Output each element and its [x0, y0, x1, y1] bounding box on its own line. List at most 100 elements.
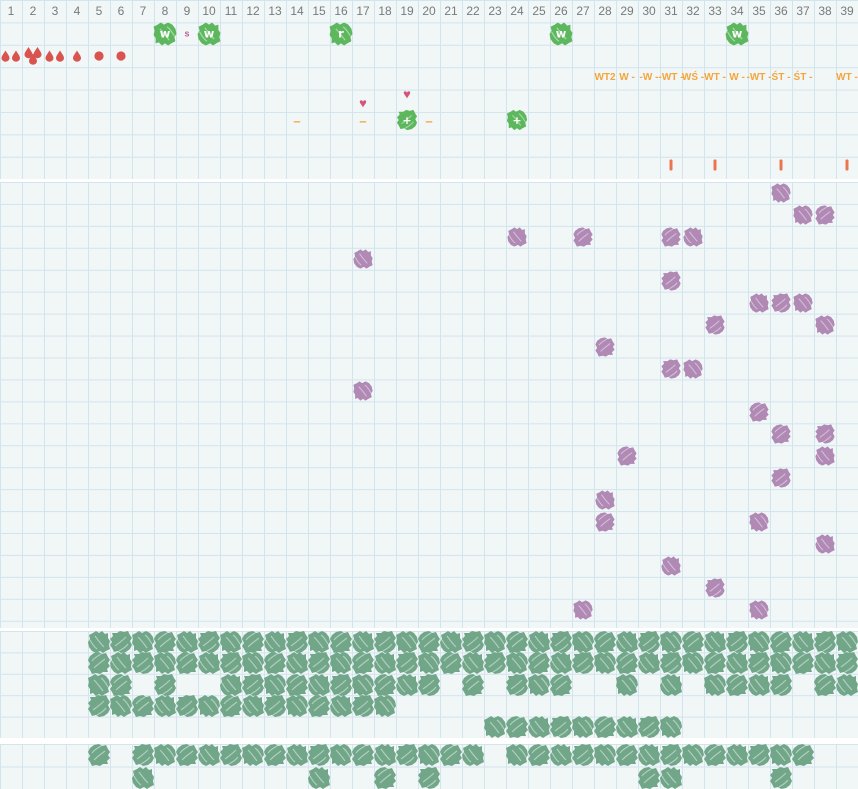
green-mark[interactable]: [439, 651, 463, 675]
purple-mark[interactable]: [573, 600, 594, 621]
green-mark[interactable]: [307, 743, 331, 767]
heart-icon[interactable]: ♥: [403, 86, 411, 102]
green-mark[interactable]: [241, 651, 265, 675]
purple-mark[interactable]: [815, 204, 836, 225]
green-mark[interactable]: [593, 743, 617, 767]
tick-mark[interactable]: [669, 159, 673, 171]
green-mark[interactable]: [659, 651, 683, 675]
purple-mark[interactable]: [793, 204, 814, 225]
green-mark[interactable]: [593, 630, 617, 654]
green-mark[interactable]: [527, 630, 551, 654]
purple-mark[interactable]: [815, 534, 836, 555]
green-mark[interactable]: [109, 651, 133, 675]
green-mark[interactable]: [659, 743, 683, 767]
green-mark[interactable]: [351, 694, 375, 718]
green-mark[interactable]: [725, 743, 749, 767]
green-mark[interactable]: [461, 743, 485, 767]
purple-mark[interactable]: [705, 578, 726, 599]
green-mark[interactable]: [703, 630, 727, 654]
purple-mark[interactable]: [595, 336, 616, 357]
green-mark[interactable]: [109, 673, 133, 697]
purple-mark[interactable]: [595, 512, 616, 533]
green-mark[interactable]: [615, 743, 639, 767]
green-mark[interactable]: [659, 630, 683, 654]
purple-mark[interactable]: [661, 226, 682, 247]
green-mark[interactable]: [725, 630, 749, 654]
green-mark[interactable]: [285, 673, 309, 697]
green-mark[interactable]: [549, 673, 573, 697]
purple-mark[interactable]: [771, 292, 792, 313]
green-mark[interactable]: [373, 743, 397, 767]
green-mark[interactable]: [395, 673, 419, 697]
green-mark[interactable]: [527, 715, 551, 739]
small-letter-mark[interactable]: s: [184, 28, 190, 39]
green-mark[interactable]: [747, 743, 771, 767]
green-mark[interactable]: [483, 651, 507, 675]
green-mark[interactable]: [505, 673, 529, 697]
green-mark[interactable]: [813, 651, 837, 675]
tick-mark[interactable]: [845, 159, 849, 171]
green-mark[interactable]: [329, 630, 353, 654]
green-mark[interactable]: [747, 673, 771, 697]
flow-icon[interactable]: [94, 51, 104, 61]
green-mark[interactable]: [373, 694, 397, 718]
green-mark[interactable]: [681, 743, 705, 767]
green-mark[interactable]: [241, 743, 265, 767]
green-mark[interactable]: [285, 694, 309, 718]
green-mark[interactable]: [307, 651, 331, 675]
green-mark[interactable]: [109, 630, 133, 654]
green-mark[interactable]: [263, 694, 287, 718]
green-mark[interactable]: [571, 651, 595, 675]
green-mark[interactable]: [395, 651, 419, 675]
purple-mark[interactable]: [749, 512, 770, 533]
letter-blob-mark[interactable]: w: [549, 21, 574, 46]
green-mark[interactable]: [109, 694, 133, 718]
green-mark[interactable]: [791, 743, 815, 767]
green-mark[interactable]: [593, 651, 617, 675]
flow-icon[interactable]: [1, 50, 21, 62]
green-mark[interactable]: [329, 694, 353, 718]
purple-mark[interactable]: [749, 292, 770, 313]
flow-icon[interactable]: [116, 51, 126, 61]
green-mark[interactable]: [373, 766, 397, 789]
green-mark[interactable]: [549, 715, 573, 739]
green-mark[interactable]: [637, 630, 661, 654]
green-mark[interactable]: [615, 651, 639, 675]
green-mark[interactable]: [219, 694, 243, 718]
green-mark[interactable]: [153, 673, 177, 697]
green-mark[interactable]: [197, 694, 221, 718]
green-mark[interactable]: [87, 694, 111, 718]
green-mark[interactable]: [219, 743, 243, 767]
green-mark[interactable]: [417, 743, 441, 767]
green-mark[interactable]: [659, 715, 683, 739]
green-mark[interactable]: [769, 651, 793, 675]
green-mark[interactable]: [637, 743, 661, 767]
purple-mark[interactable]: [815, 314, 836, 335]
purple-mark[interactable]: [705, 314, 726, 335]
green-mark[interactable]: [461, 673, 485, 697]
green-mark[interactable]: [813, 630, 837, 654]
green-mark[interactable]: [329, 673, 353, 697]
green-mark[interactable]: [417, 630, 441, 654]
green-mark[interactable]: [153, 651, 177, 675]
flow-icon[interactable]: [45, 50, 65, 62]
green-mark[interactable]: [131, 694, 155, 718]
green-mark[interactable]: [439, 630, 463, 654]
green-mark[interactable]: [285, 651, 309, 675]
purple-mark[interactable]: [683, 358, 704, 379]
green-mark[interactable]: [505, 715, 529, 739]
green-mark[interactable]: [307, 694, 331, 718]
green-mark[interactable]: [351, 743, 375, 767]
green-mark[interactable]: [505, 651, 529, 675]
green-mark[interactable]: [263, 743, 287, 767]
flow-icon[interactable]: [73, 50, 81, 62]
purple-mark[interactable]: [771, 424, 792, 445]
flow-icon[interactable]: [24, 47, 42, 65]
green-mark[interactable]: [307, 766, 331, 789]
green-mark[interactable]: [395, 630, 419, 654]
green-mark[interactable]: [175, 694, 199, 718]
green-mark[interactable]: [769, 766, 793, 789]
green-mark[interactable]: [87, 630, 111, 654]
purple-mark[interactable]: [595, 490, 616, 511]
green-mark[interactable]: [791, 651, 815, 675]
